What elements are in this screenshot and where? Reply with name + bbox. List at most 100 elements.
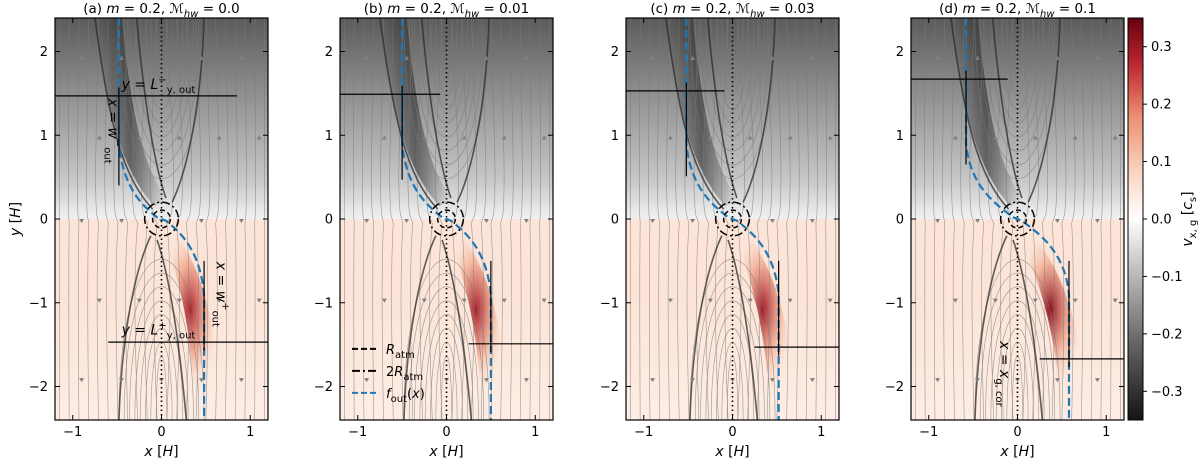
arrowhead	[992, 135, 998, 140]
streamline	[408, 18, 485, 166]
panel-c: −1 0 1 −2 −1 0 1 2 x [H] (c) m = 0.2, ℳhw = 0.03	[600, 1, 840, 460]
arrowhead	[769, 378, 775, 383]
arrowhead	[483, 378, 489, 383]
streamline	[721, 18, 729, 420]
stream-arrows	[79, 55, 262, 383]
streamline	[195, 18, 202, 420]
arrowhead	[119, 378, 125, 383]
y-tick-label: −2	[29, 380, 48, 395]
y-tick-label: 1	[40, 129, 48, 144]
horseshoe-shadow	[94, 18, 166, 207]
streamline	[131, 18, 138, 420]
arrowhead	[198, 219, 204, 223]
arrowhead	[1015, 55, 1020, 60]
separatrix	[171, 18, 205, 203]
arrowhead	[79, 378, 85, 383]
separatrix	[727, 239, 759, 420]
streamline	[134, 18, 189, 138]
arrowhead	[935, 378, 941, 383]
streamline	[990, 18, 1045, 138]
arrowhead	[707, 135, 713, 140]
y-tick-label: −1	[29, 296, 48, 311]
annotation-w-out-minus: x = w−out	[101, 97, 122, 163]
arrowhead	[256, 298, 262, 303]
panel-b-plot-area	[340, 18, 553, 420]
separatrix	[135, 18, 167, 199]
arrowhead	[935, 55, 941, 60]
y-tick-label: −1	[314, 296, 333, 311]
f-out-curve	[117, 18, 206, 420]
streamline	[648, 18, 651, 420]
arrowhead	[650, 378, 656, 383]
arrowhead	[650, 219, 656, 223]
arrowhead	[787, 298, 793, 303]
arrowhead	[541, 298, 547, 303]
panel-title: (c) m = 0.2, ℳhw = 0.03	[650, 1, 814, 20]
arrowhead	[1054, 55, 1060, 60]
arrowhead	[952, 298, 958, 303]
streamline	[990, 300, 1045, 420]
streamline	[529, 18, 532, 420]
streamline	[995, 18, 1040, 124]
separatrix	[689, 235, 723, 420]
streamline	[500, 18, 505, 420]
separatrix	[94, 18, 154, 210]
legend-label: fout(x)	[386, 387, 425, 405]
arrowhead	[975, 219, 981, 223]
y-tick-label: 0	[40, 213, 48, 228]
arrowhead	[769, 219, 775, 223]
streamline	[371, 18, 375, 420]
arrowhead	[975, 378, 981, 383]
streamline	[490, 18, 496, 420]
streamline	[419, 300, 474, 420]
arrowhead	[523, 55, 529, 60]
legend-label: 2Ratm	[386, 365, 423, 383]
streamline	[933, 18, 936, 420]
two-r-atm-circle	[428, 201, 465, 237]
arrowhead	[364, 378, 370, 383]
arrowhead	[730, 55, 735, 60]
streamline	[805, 18, 809, 420]
streamline	[960, 18, 965, 420]
streamline	[1061, 18, 1067, 420]
horseshoe-shadow	[379, 18, 451, 207]
arrowhead	[404, 219, 410, 223]
arrowhead	[364, 219, 370, 223]
x-tick-label: 0	[728, 425, 736, 440]
streamline	[380, 18, 384, 420]
arrowhead	[1112, 135, 1118, 140]
panel-title: (a) m = 0.2, ℳhw = 0.0	[83, 1, 240, 20]
two-r-atm-circle	[143, 201, 180, 237]
arrowhead	[461, 135, 467, 140]
arrowhead	[1032, 135, 1038, 140]
r-atm-circle	[1007, 209, 1028, 229]
separatrix	[420, 18, 452, 199]
separatrix	[991, 18, 1023, 199]
streamline	[134, 300, 189, 420]
streamline	[362, 18, 365, 420]
streamline	[705, 18, 760, 138]
panel-b: −1 0 1 −2 −1 0 1 2 x [H] (b) m = 0.2, ℳhw = 0.01 R…	[314, 1, 554, 460]
streamline	[638, 18, 641, 420]
separatrix	[441, 239, 473, 420]
streamline	[1071, 18, 1076, 420]
streamline	[1006, 18, 1014, 420]
streamline	[1100, 18, 1103, 420]
streamline	[166, 18, 174, 420]
y-tick-label: 0	[325, 213, 333, 228]
colorbar: −0.3 −0.2 −0.1 0.0 0.1 0.2 0.3 vx, g [cs]	[1127, 17, 1199, 421]
legend: Ratm 2Ratm fout(x)	[352, 343, 425, 405]
arrowhead	[79, 55, 85, 60]
arrowhead	[935, 219, 941, 223]
streamline	[480, 18, 487, 420]
streamline	[825, 18, 827, 420]
streamline	[519, 18, 523, 420]
y-tick-label: 1	[611, 129, 619, 144]
y-tick-label: 2	[325, 45, 333, 60]
arrowhead	[483, 219, 489, 223]
streamline	[1090, 18, 1094, 420]
colorbar-tick-label: −0.2	[1151, 327, 1183, 342]
f-out-curve	[401, 18, 492, 420]
arrowhead	[461, 298, 467, 303]
arrowhead	[159, 378, 164, 383]
